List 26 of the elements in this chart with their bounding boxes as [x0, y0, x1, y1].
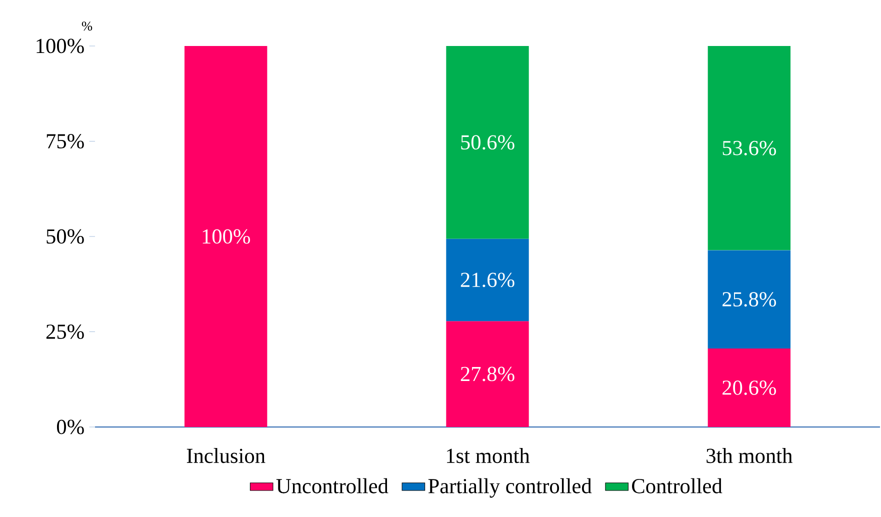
x-tick-label: Inclusion [186, 448, 266, 464]
data-label: 27.8% [460, 366, 514, 382]
bar [446, 321, 529, 427]
legend-label: Controlled [632, 478, 722, 494]
y-tick-label: 75% [46, 134, 84, 148]
data-label: 50.6% [461, 135, 514, 150]
x-tick-label: 3th month [706, 448, 792, 464]
data-label: 20.6% [722, 380, 776, 395]
data-label: 53.6% [722, 140, 776, 156]
y-tick-label: 50% [46, 229, 84, 244]
bar [184, 46, 268, 427]
bar [708, 250, 791, 348]
legend-label: Partially controlled [428, 478, 592, 498]
y-tick-label: 25% [46, 324, 84, 339]
bar [708, 348, 791, 427]
bar [446, 238, 529, 322]
data-label: 100% [202, 229, 250, 244]
legend-label: Uncontrolled [276, 478, 388, 494]
bar [446, 46, 529, 239]
y-axis-title: % [82, 22, 92, 31]
x-tick-label: 1st month [447, 448, 530, 464]
y-tick-label: 0% [56, 420, 84, 434]
bar [708, 46, 791, 250]
data-label: 25.8% [722, 292, 776, 307]
data-label: 21.6% [460, 272, 514, 288]
y-tick-label: 100% [36, 38, 84, 54]
